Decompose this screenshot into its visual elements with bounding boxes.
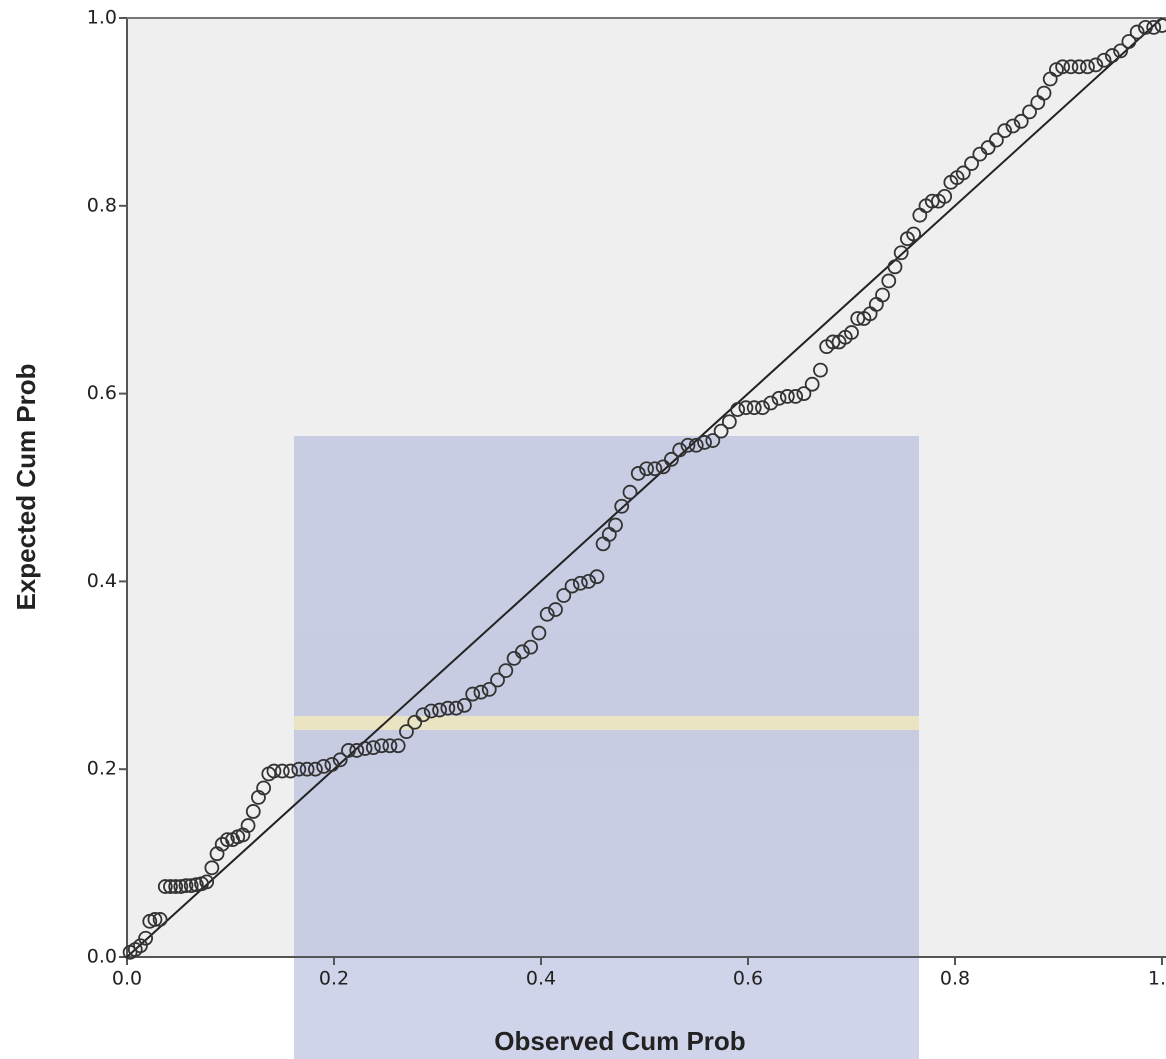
chart: Observed Cum Prob Expected Cum Prob 0.00… [0,0,1166,1059]
x-tick-label: 1. [1148,968,1166,990]
x-tick-label: 0.6 [733,968,763,990]
watermark-band [294,716,919,730]
y-tick-label: 0.2 [87,758,117,780]
x-axis-title: Observed Cum Prob [494,1026,745,1056]
page: {"chart_data": { "type": "scatter", "x_l… [0,0,1166,1059]
y-tick-label: 1.0 [87,7,117,29]
y-axis-title: Expected Cum Prob [11,363,41,610]
y-tick-label: 0.0 [87,946,117,968]
x-tick-label: 0.0 [112,968,142,990]
x-tick-label: 0.2 [319,968,349,990]
y-tick-label: 0.8 [87,194,117,216]
y-tick-label: 0.6 [87,382,117,404]
x-tick-label: 0.8 [940,968,970,990]
x-tick-label: 0.4 [526,968,556,990]
y-tick-label: 0.4 [87,570,117,592]
